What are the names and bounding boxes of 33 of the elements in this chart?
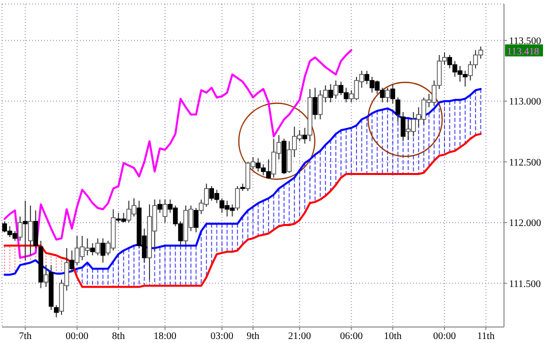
x-tick-label: 11th	[477, 331, 495, 342]
y-tick-label: 112.000	[509, 218, 542, 230]
x-tick-label: 18:00	[154, 331, 176, 342]
x-tick-label: 10th	[384, 331, 402, 342]
x-tick-label: 7th	[18, 331, 32, 342]
x-tick-label: 21:00	[288, 331, 311, 342]
annotation: 113.418	[507, 46, 540, 58]
y-tick-label: 111.500	[509, 278, 541, 290]
candlestick	[90, 242, 95, 256]
candlestick	[328, 84, 334, 103]
y-tick-label: 112.500	[509, 157, 542, 168]
candlestick	[312, 87, 318, 120]
candlestick	[390, 84, 396, 104]
x-tick-label: 00:00	[433, 331, 456, 342]
x-tick-label: 8th	[112, 331, 125, 342]
candlestick	[333, 80, 338, 100]
x-tick-label: 9th	[246, 331, 260, 342]
candlestick	[194, 208, 198, 233]
x-tick-label: 06:00	[340, 331, 363, 342]
candlestick	[385, 87, 390, 103]
candlestick	[157, 199, 162, 214]
candlestick	[162, 199, 168, 224]
x-tick-label: 03:00	[210, 331, 234, 342]
candlestick	[54, 304, 59, 318]
y-tick-label: 113.500	[509, 36, 542, 47]
candlestick	[100, 238, 106, 264]
candlestick	[95, 238, 100, 256]
x-tick-label: 00:00	[66, 331, 88, 342]
candlestick	[18, 216, 23, 242]
y-tick-label: 113.000	[509, 96, 542, 108]
candlestick	[302, 127, 308, 144]
line-series	[4, 49, 352, 259]
candlestick	[235, 186, 240, 211]
